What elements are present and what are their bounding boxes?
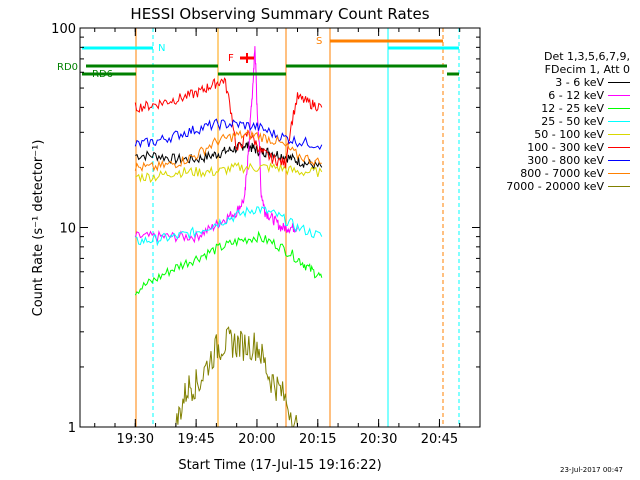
legend-swatch [608,173,630,174]
legend-entry-label: 300 - 800 keV [527,154,604,167]
x-tick-label-0: 19:30 [117,432,154,447]
series-12-25-kev [134,230,323,296]
series-7000-20000-kev [175,326,298,428]
legend-entry: 12 - 25 keV [480,102,638,115]
legend-entry: 100 - 300 keV [480,141,638,154]
x-tick-label-1: 19:45 [177,432,214,447]
x-tick-label-5: 20:45 [421,432,458,447]
series-100-300-kev [134,77,323,168]
legend-entry: 50 - 100 keV [480,128,638,141]
legend-entry: 25 - 50 keV [480,115,638,128]
legend-entry-label: 3 - 6 keV [555,76,604,89]
y-tick-label-2: 100 [51,22,76,37]
legend-header-line-2: FDecim 1, Att 0 [544,63,630,76]
legend-entry-label: 12 - 25 keV [541,102,604,115]
legend-entries: 3 - 6 keV 6 - 12 keV 12 - 25 keV 25 - 50 ke… [480,76,638,193]
annotation-bars: N S RD0 RD6 F [57,36,459,80]
annotation-label-s: S [316,36,322,47]
x-tick-label-3: 20:15 [299,432,336,447]
x-axis-label: Start Time (17-Jul-15 19:16:22) [178,458,381,473]
legend-swatch [608,186,630,187]
legend-entry-label: 50 - 100 keV [534,128,604,141]
series-50-100-kev [135,161,323,184]
annotation-label-rd0: RD0 [57,62,78,73]
series-25-50-kev [135,205,323,247]
legend-swatch [608,121,630,122]
series-group [134,46,323,428]
annotation-label-f: F [228,53,234,64]
legend-entry: 6 - 12 keV [480,89,638,102]
timestamp: 23-Jul-2017 00:47 [560,466,624,474]
x-tick-label-2: 20:00 [238,432,275,447]
series-3-6-kev [135,141,323,172]
legend-swatch [608,134,630,135]
legend-swatch [608,147,630,148]
legend-swatch [608,160,630,161]
y-tick-label-0: 1 [68,421,76,436]
legend-entry: 3 - 6 keV [480,76,638,89]
legend-entry-label: 800 - 7000 keV [520,167,604,180]
legend: Det 1,3,5,6,7,9, FDecim 1, Att 0 3 - 6 k… [480,50,638,193]
legend-entry: 7000 - 20000 keV [480,180,638,193]
annotation-label-n: N [158,43,165,54]
x-tick-label-4: 20:30 [360,432,397,447]
legend-entry: 800 - 7000 keV [480,167,638,180]
legend-header-line-1: Det 1,3,5,6,7,9, [543,50,630,63]
legend-entry: 300 - 800 keV [480,154,638,167]
chart-title: HESSI Observing Summary Count Rates [130,5,429,23]
y-tick-label-1: 10 [59,222,76,237]
legend-entry-label: 6 - 12 keV [548,89,604,102]
legend-entry-label: 7000 - 20000 keV [506,180,604,193]
series-6-12-kev [134,46,298,244]
legend-swatch [608,108,630,109]
axes-group: 1 10 100 19:30 19:45 20:00 20:15 20:30 20:45 [51,22,481,447]
legend-entry-label: 100 - 300 keV [527,141,604,154]
legend-swatch [608,95,630,96]
series-800-7000-kev [134,129,322,173]
legend-swatch [608,82,630,83]
y-axis-label: Count Rate (s⁻¹ detector⁻¹) [31,140,46,317]
series-300-800-kev [134,118,323,151]
annotation-label-rd6: RD6 [92,69,113,80]
legend-entry-label: 25 - 50 keV [541,115,604,128]
